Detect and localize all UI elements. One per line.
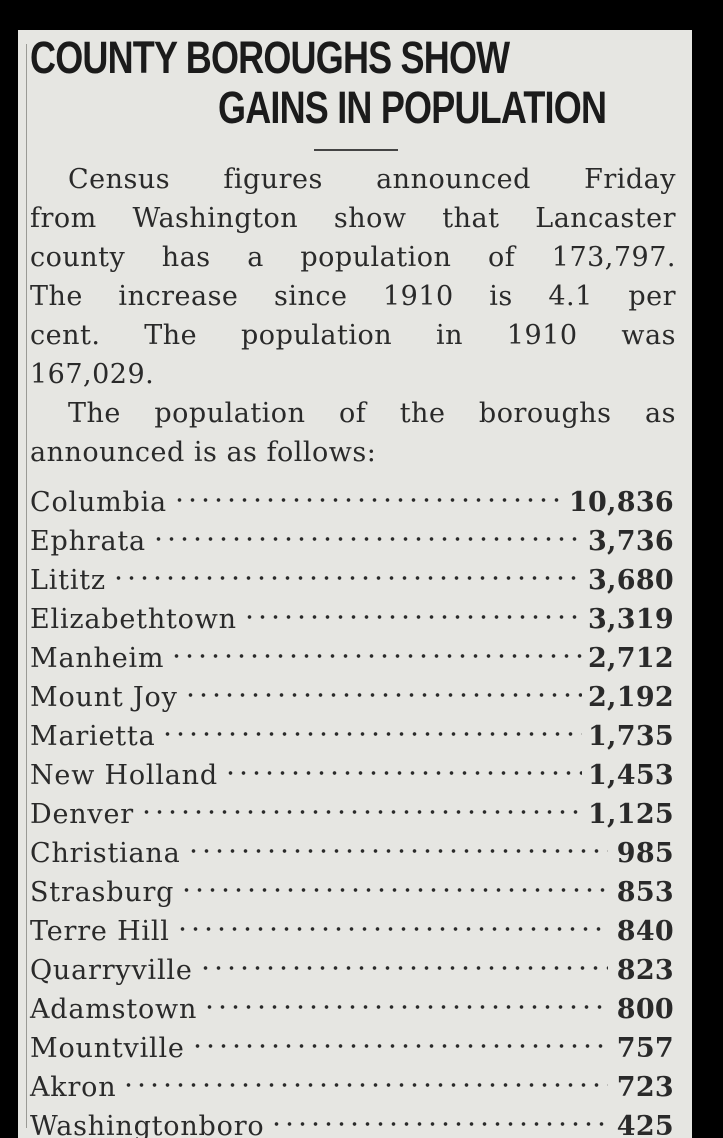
headline-line-1: COUNTY BOROUGHS SHOW xyxy=(30,32,510,83)
leader-dots xyxy=(242,589,582,628)
table-row: Columbia 10,836 xyxy=(30,472,674,518)
borough-name: Manheim xyxy=(30,643,165,674)
paragraph-line: The increase since 1910 is 4.1 per xyxy=(30,281,676,312)
table-row: Christiana 985 xyxy=(30,823,674,869)
paragraph-line: from Washington show that Lancaster xyxy=(30,203,676,234)
borough-population: 853 xyxy=(616,877,674,908)
borough-name: Strasburg xyxy=(30,877,175,908)
table-row: Strasburg 853 xyxy=(30,862,674,908)
leader-dots xyxy=(203,979,608,1018)
table-row: Adamstown 800 xyxy=(30,979,674,1025)
table-row: Akron 723 xyxy=(30,1057,674,1103)
paragraph-line: announced is as follows: xyxy=(30,437,377,468)
table-row: Marietta 1,735 xyxy=(30,706,674,752)
table-row: Denver 1,125 xyxy=(30,784,674,830)
borough-population: 800 xyxy=(616,994,674,1025)
borough-name: Columbia xyxy=(30,487,167,518)
borough-name: Christiana xyxy=(30,838,181,869)
leader-dots xyxy=(183,667,582,706)
table-row: Elizabethtown 3,319 xyxy=(30,589,674,635)
borough-population: 425 xyxy=(616,1111,674,1138)
leader-dots xyxy=(186,823,608,862)
borough-name: Mount Joy xyxy=(30,682,178,713)
paragraph-line: The population of the boroughs as xyxy=(68,398,676,429)
leader-dots xyxy=(151,511,582,550)
leader-dots xyxy=(180,862,608,901)
borough-population: 1,735 xyxy=(587,721,674,752)
borough-population: 1,453 xyxy=(587,760,674,791)
paragraph-line: Census figures announced Friday xyxy=(68,164,676,195)
leader-dots xyxy=(122,1057,608,1096)
table-row: Mount Joy 2,192 xyxy=(30,667,674,713)
leader-dots xyxy=(170,628,582,667)
borough-name: Adamstown xyxy=(30,994,198,1025)
leader-dots xyxy=(111,550,582,589)
leader-dots xyxy=(270,1096,608,1135)
borough-population: 3,680 xyxy=(587,565,674,596)
headline-line-2: GAINS IN POPULATION xyxy=(218,82,607,133)
borough-population: 2,712 xyxy=(587,643,674,674)
borough-population: 823 xyxy=(616,955,674,986)
borough-population: 723 xyxy=(616,1072,674,1103)
borough-name: Marietta xyxy=(30,721,156,752)
borough-population-table: Columbia 10,836 Ephrata 3,736 Lititz 3,6… xyxy=(30,472,674,1138)
newspaper-clipping: COUNTY BOROUGHS SHOW GAINS IN POPULATION… xyxy=(18,30,692,1138)
borough-population: 757 xyxy=(616,1033,674,1064)
borough-population: 10,836 xyxy=(568,487,674,518)
paragraph-line: cent. The population in 1910 was xyxy=(30,320,676,351)
table-row: Ephrata 3,736 xyxy=(30,511,674,557)
table-row: Washingtonboro 425 xyxy=(30,1096,674,1138)
leader-dots xyxy=(190,1018,608,1057)
borough-name: Akron xyxy=(30,1072,117,1103)
leader-dots xyxy=(175,901,608,940)
table-row: New Holland 1,453 xyxy=(30,745,674,791)
paragraph-line: 167,029. xyxy=(30,359,155,390)
leader-dots xyxy=(223,745,582,784)
table-row: Lititz 3,680 xyxy=(30,550,674,596)
borough-name: Quarryville xyxy=(30,955,193,986)
borough-name: Lititz xyxy=(30,565,106,596)
paragraph-boroughs-intro: The population of the boroughs as announ… xyxy=(30,394,676,472)
borough-name: Washingtonboro xyxy=(30,1111,265,1138)
headline-divider xyxy=(314,149,398,151)
column-rule xyxy=(26,44,27,1128)
borough-population: 840 xyxy=(616,916,674,947)
paragraph-census-intro: Census figures announced Friday from Was… xyxy=(30,160,676,394)
leader-dots xyxy=(139,784,582,823)
leader-dots xyxy=(172,472,563,511)
table-row: Quarryville 823 xyxy=(30,940,674,986)
borough-population: 2,192 xyxy=(587,682,674,713)
borough-population: 3,319 xyxy=(587,604,674,635)
borough-population: 3,736 xyxy=(587,526,674,557)
paragraph-line: county has a population of 173,797. xyxy=(30,242,676,273)
table-row: Mountville 757 xyxy=(30,1018,674,1064)
borough-name: Terre Hill xyxy=(30,916,170,947)
table-row: Terre Hill 840 xyxy=(30,901,674,947)
borough-population: 985 xyxy=(616,838,674,869)
table-row: Manheim 2,712 xyxy=(30,628,674,674)
borough-name: Denver xyxy=(30,799,134,830)
leader-dots xyxy=(198,940,608,979)
leader-dots xyxy=(161,706,582,745)
